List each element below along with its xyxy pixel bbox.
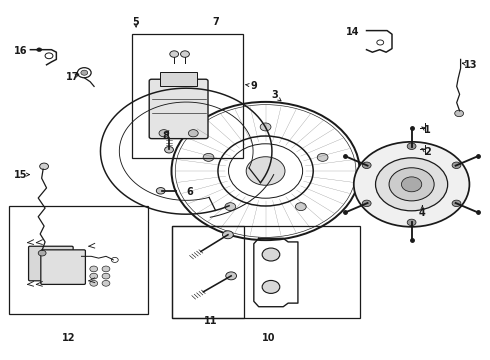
Circle shape bbox=[225, 203, 236, 211]
Text: 9: 9 bbox=[250, 81, 257, 91]
Circle shape bbox=[354, 142, 469, 227]
Circle shape bbox=[38, 250, 46, 256]
Circle shape bbox=[181, 51, 190, 57]
Circle shape bbox=[246, 157, 285, 185]
Text: 17: 17 bbox=[66, 72, 79, 82]
Circle shape bbox=[189, 130, 198, 137]
Text: 16: 16 bbox=[14, 46, 27, 56]
Bar bbox=[9, 206, 148, 314]
Circle shape bbox=[389, 168, 434, 201]
Text: 8: 8 bbox=[162, 131, 169, 141]
Circle shape bbox=[165, 147, 173, 153]
Text: 15: 15 bbox=[14, 170, 27, 180]
Circle shape bbox=[203, 153, 214, 161]
Circle shape bbox=[317, 153, 328, 161]
Circle shape bbox=[262, 248, 280, 261]
Bar bbox=[172, 226, 360, 318]
Circle shape bbox=[452, 200, 461, 207]
FancyBboxPatch shape bbox=[41, 250, 85, 284]
Bar bbox=[132, 34, 243, 158]
Circle shape bbox=[401, 177, 422, 192]
Bar bbox=[172, 226, 244, 318]
Circle shape bbox=[262, 280, 280, 293]
Text: 4: 4 bbox=[419, 208, 426, 218]
Text: 7: 7 bbox=[212, 17, 219, 27]
Circle shape bbox=[295, 203, 306, 211]
Circle shape bbox=[222, 231, 233, 239]
Circle shape bbox=[156, 188, 165, 194]
Circle shape bbox=[375, 158, 448, 211]
Circle shape bbox=[90, 266, 98, 272]
Text: 11: 11 bbox=[204, 316, 218, 326]
Circle shape bbox=[170, 51, 179, 57]
Circle shape bbox=[455, 110, 464, 117]
FancyBboxPatch shape bbox=[149, 79, 208, 139]
Text: 6: 6 bbox=[187, 186, 194, 197]
Circle shape bbox=[362, 200, 371, 207]
Circle shape bbox=[37, 48, 42, 51]
Circle shape bbox=[81, 70, 88, 75]
Circle shape bbox=[407, 219, 416, 226]
Circle shape bbox=[102, 266, 110, 272]
Circle shape bbox=[90, 280, 98, 286]
Text: 5: 5 bbox=[132, 17, 139, 27]
Text: 12: 12 bbox=[62, 333, 75, 343]
Circle shape bbox=[90, 273, 98, 279]
Circle shape bbox=[407, 143, 416, 149]
Circle shape bbox=[362, 162, 371, 168]
FancyBboxPatch shape bbox=[28, 246, 73, 281]
Text: 3: 3 bbox=[271, 90, 278, 100]
Circle shape bbox=[226, 272, 237, 280]
Circle shape bbox=[102, 273, 110, 279]
Circle shape bbox=[102, 280, 110, 286]
Text: 13: 13 bbox=[464, 60, 477, 70]
Circle shape bbox=[159, 130, 169, 137]
Text: 14: 14 bbox=[346, 27, 360, 37]
Circle shape bbox=[260, 123, 271, 131]
Text: 2: 2 bbox=[424, 147, 431, 157]
Circle shape bbox=[40, 163, 49, 170]
Circle shape bbox=[452, 162, 461, 168]
Text: 10: 10 bbox=[262, 333, 275, 343]
Bar bbox=[160, 72, 197, 86]
Text: 1: 1 bbox=[424, 125, 431, 135]
